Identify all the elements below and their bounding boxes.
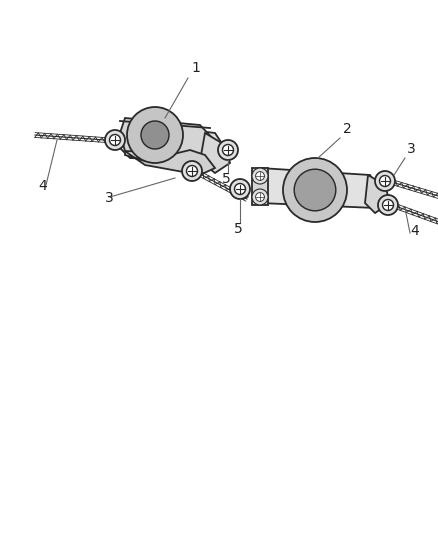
Polygon shape — [120, 118, 215, 155]
Polygon shape — [255, 168, 380, 208]
Circle shape — [110, 134, 120, 146]
Circle shape — [294, 169, 336, 211]
Text: 3: 3 — [407, 142, 416, 156]
Circle shape — [105, 130, 125, 150]
Circle shape — [234, 183, 246, 195]
Circle shape — [223, 144, 233, 156]
Circle shape — [127, 107, 183, 163]
Polygon shape — [252, 168, 268, 205]
Text: 4: 4 — [38, 179, 47, 193]
Circle shape — [182, 161, 202, 181]
Circle shape — [187, 166, 198, 176]
Circle shape — [230, 179, 250, 199]
Text: 3: 3 — [105, 191, 114, 205]
Circle shape — [283, 158, 347, 222]
Polygon shape — [125, 150, 215, 175]
Circle shape — [252, 168, 268, 184]
Circle shape — [256, 172, 265, 180]
Text: 4: 4 — [410, 224, 419, 238]
Polygon shape — [200, 133, 230, 173]
Circle shape — [382, 199, 393, 211]
Text: 5: 5 — [222, 172, 231, 186]
Circle shape — [252, 189, 268, 205]
Polygon shape — [365, 175, 390, 213]
Circle shape — [218, 140, 238, 160]
Circle shape — [379, 175, 391, 187]
Circle shape — [378, 195, 398, 215]
Circle shape — [141, 121, 169, 149]
Text: 2: 2 — [343, 122, 352, 136]
Text: 1: 1 — [191, 61, 200, 75]
Text: 5: 5 — [234, 222, 243, 236]
Circle shape — [256, 192, 265, 201]
Polygon shape — [115, 123, 225, 163]
Circle shape — [375, 171, 395, 191]
